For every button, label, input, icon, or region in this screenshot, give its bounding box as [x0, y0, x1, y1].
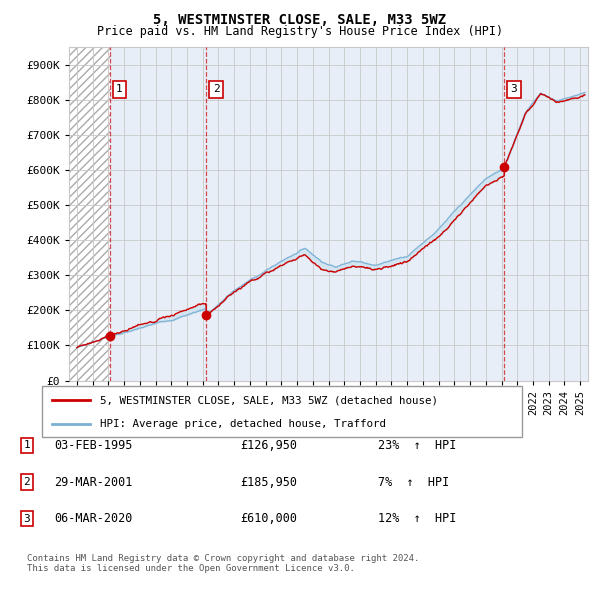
Text: 3: 3 [23, 514, 31, 523]
Text: 1: 1 [116, 84, 123, 94]
Text: 3: 3 [511, 84, 517, 94]
Text: 2: 2 [213, 84, 220, 94]
Text: 5, WESTMINSTER CLOSE, SALE, M33 5WZ: 5, WESTMINSTER CLOSE, SALE, M33 5WZ [154, 13, 446, 27]
Text: £610,000: £610,000 [240, 512, 297, 525]
Text: 2: 2 [23, 477, 31, 487]
FancyBboxPatch shape [42, 386, 522, 437]
Text: 1: 1 [23, 441, 31, 450]
Text: HPI: Average price, detached house, Trafford: HPI: Average price, detached house, Traf… [100, 419, 386, 429]
Text: 29-MAR-2001: 29-MAR-2001 [54, 476, 133, 489]
Text: Contains HM Land Registry data © Crown copyright and database right 2024.
This d: Contains HM Land Registry data © Crown c… [27, 554, 419, 573]
Text: 23%  ↑  HPI: 23% ↑ HPI [378, 439, 457, 452]
Text: 7%  ↑  HPI: 7% ↑ HPI [378, 476, 449, 489]
Text: £126,950: £126,950 [240, 439, 297, 452]
Text: 12%  ↑  HPI: 12% ↑ HPI [378, 512, 457, 525]
Text: 03-FEB-1995: 03-FEB-1995 [54, 439, 133, 452]
Text: 06-MAR-2020: 06-MAR-2020 [54, 512, 133, 525]
Text: £185,950: £185,950 [240, 476, 297, 489]
Text: 5, WESTMINSTER CLOSE, SALE, M33 5WZ (detached house): 5, WESTMINSTER CLOSE, SALE, M33 5WZ (det… [100, 395, 437, 405]
Bar [69, 47, 110, 381]
Text: Price paid vs. HM Land Registry's House Price Index (HPI): Price paid vs. HM Land Registry's House … [97, 25, 503, 38]
